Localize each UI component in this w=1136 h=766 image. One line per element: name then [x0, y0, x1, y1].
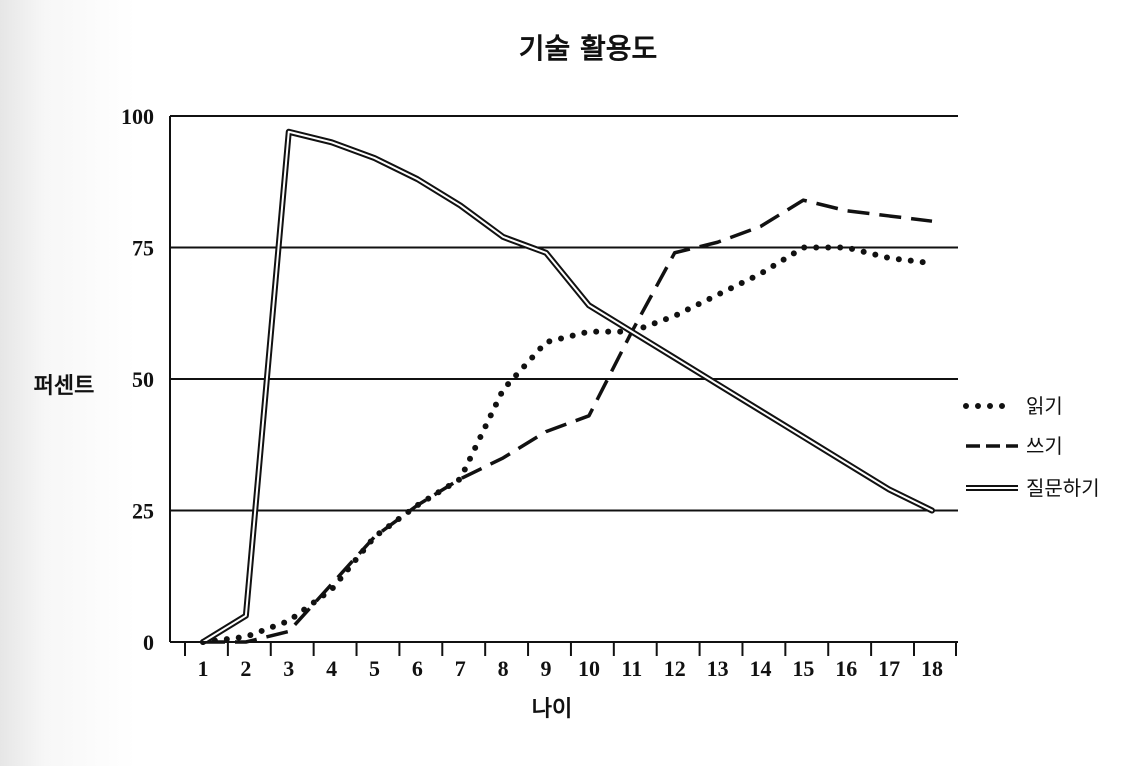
- y-tick-label: 0: [143, 630, 154, 655]
- legend-label: 쓰기: [1026, 434, 1063, 458]
- chart-title: 기술 활용도: [519, 32, 658, 65]
- y-tick-label: 25: [132, 499, 154, 524]
- grid-lines: [170, 115, 958, 512]
- x-tick-label: 18: [921, 656, 943, 681]
- series-line-reading: [200, 244, 935, 645]
- x-tick-labels: 1 2 3 4 5 6 7 8 9 10 11 12 13 14 15 16 17 18: [184, 642, 957, 681]
- x-tick-label: 17: [878, 656, 900, 681]
- series-line-questioning-inner: [202, 130, 933, 643]
- series-line-writing: [203, 198, 933, 644]
- x-tick-label: 8: [498, 656, 509, 681]
- y-axis-label: 퍼센트: [34, 374, 95, 399]
- y-tick-label: 50: [132, 367, 154, 392]
- series-lines: [200, 128, 935, 645]
- x-tick-label: 11: [621, 656, 642, 681]
- x-tick-label: 14: [749, 656, 771, 681]
- y-tick-label: 75: [132, 236, 154, 261]
- x-tick-label: 16: [835, 656, 857, 681]
- legend-label: 질문하기: [1026, 476, 1100, 500]
- x-tick-label: 2: [240, 656, 251, 681]
- x-tick-label: 9: [541, 656, 552, 681]
- x-tick-label: 1: [198, 656, 209, 681]
- x-axis-label: 나이: [532, 697, 572, 722]
- y-tick-label: 100: [121, 104, 154, 129]
- series-line-questioning: [200, 128, 935, 645]
- x-tick-label: 3: [283, 656, 294, 681]
- x-tick-label: 4: [326, 656, 337, 681]
- x-tick-label: 12: [664, 656, 686, 681]
- x-tick-label: 13: [707, 656, 729, 681]
- x-tick-label: 10: [578, 656, 600, 681]
- x-tick-label: 7: [455, 656, 466, 681]
- y-tick-labels: 0 25 50 75 100: [121, 104, 154, 655]
- x-tick-label: 5: [369, 656, 380, 681]
- x-tick-label: 6: [412, 656, 423, 681]
- legend-label: 읽기: [1026, 394, 1063, 418]
- x-tick-label: 15: [792, 656, 814, 681]
